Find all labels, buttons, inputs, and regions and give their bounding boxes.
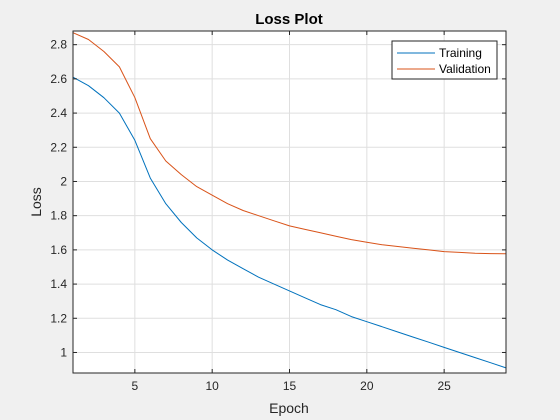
- x-axis-label: Epoch: [269, 400, 309, 416]
- y-axis-ticks: 1 1.2 1.4 1.6 1.8 2 2.2 2.4 2.6 2.8: [50, 38, 506, 359]
- x-tick-label: 20: [360, 379, 374, 393]
- x-axis-ticks: 5 10 15 20 25: [132, 31, 451, 393]
- chart-title: Loss Plot: [255, 11, 323, 28]
- series-line-validation: [72, 32, 507, 255]
- x-tick-label: 25: [437, 379, 451, 393]
- series-lines: [72, 32, 507, 369]
- y-tick-label: 2: [60, 174, 67, 188]
- x-tick-label: 10: [205, 379, 219, 393]
- legend-label-training: Training: [439, 46, 482, 60]
- y-tick-label: 1.8: [50, 209, 67, 223]
- y-tick-label: 1.2: [50, 311, 67, 325]
- legend: Training Validation: [391, 40, 498, 80]
- legend-box: [391, 40, 498, 80]
- x-tick-label: 15: [283, 379, 297, 393]
- y-tick-label: 2.6: [50, 72, 67, 86]
- legend-label-validation: Validation: [439, 62, 491, 76]
- x-tick-label: 5: [132, 379, 139, 393]
- y-tick-label: 2.8: [50, 38, 67, 52]
- y-tick-label: 2.4: [50, 106, 67, 120]
- y-axis-label: Loss: [28, 187, 44, 217]
- y-tick-label: 2.2: [50, 140, 67, 154]
- grid-lines: [73, 31, 506, 373]
- y-tick-label: 1: [60, 345, 67, 359]
- y-tick-label: 1.6: [50, 243, 67, 257]
- y-tick-label: 1.4: [50, 277, 67, 291]
- series-line-training: [72, 76, 507, 369]
